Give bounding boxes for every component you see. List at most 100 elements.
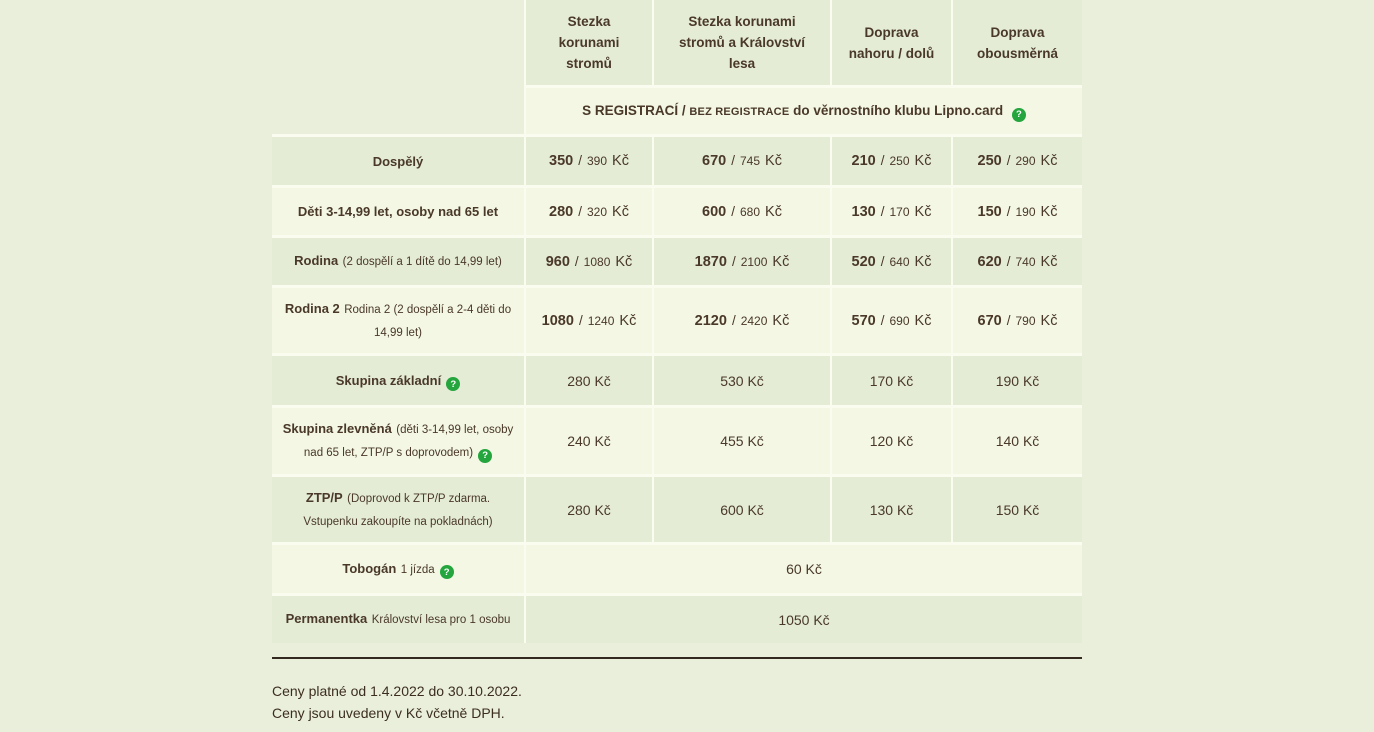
row-note: (2 dospělí a 1 dítě do 14,99 let) (342, 256, 502, 268)
price-without-registration: 1240 (587, 313, 615, 328)
currency-label: Kč (765, 203, 782, 220)
divider-line (272, 657, 1082, 659)
price-separator: / (1006, 203, 1011, 219)
column-header-transport-both-ways: Doprava obousměrná (953, 0, 1082, 85)
without-registration-label: BEZ REGISTRACE (689, 105, 790, 118)
price-with-registration: 620 (977, 253, 1002, 270)
currency-label: Kč (765, 153, 782, 169)
price-separator: / (1006, 312, 1011, 328)
price-cell: 190 Kč (953, 356, 1082, 405)
currency-label: Kč (1040, 203, 1058, 220)
price-without-registration: 640 (889, 254, 910, 269)
subheader-separator: / (681, 102, 686, 118)
price-cell: 670 / 745 Kč (654, 137, 830, 185)
row-note: (děti 3-14,99 let, osoby nad 65 let, ZTP… (303, 424, 514, 459)
row-title: Skupina zlevněná (282, 421, 392, 436)
column-header-transport-up-down: Doprava nahoru / dolů (832, 0, 951, 85)
price-value: 140 Kč (995, 433, 1040, 449)
price-without-registration: 250 (889, 154, 910, 168)
help-icon[interactable]: ? (446, 377, 461, 392)
row-label-children-seniors: Děti 3-14,99 let, osoby nad 65 let (272, 188, 524, 235)
price-without-registration: 190 (1015, 204, 1036, 219)
price-without-registration: 690 (889, 313, 910, 328)
price-with-registration: 350 (549, 153, 574, 169)
price-cell: 570 / 690 Kč (832, 288, 951, 353)
price-cell: 530 Kč (654, 356, 830, 405)
row-note: 1 jízda (400, 563, 435, 576)
help-icon[interactable]: ? (1011, 107, 1026, 122)
price-without-registration: 1080 (583, 254, 611, 269)
row-label-family: Rodina (2 dospělí a 1 dítě do 14,99 let) (272, 238, 524, 285)
price-without-registration: 2100 (740, 254, 768, 269)
help-icon[interactable]: ? (478, 448, 493, 463)
help-icon[interactable]: ? (439, 565, 454, 579)
merged-price-cell: 1050 Kč (526, 596, 1082, 643)
row-note: Království lesa pro 1 osobu (371, 614, 511, 626)
row-label-family-2: Rodina 2 Rodina 2 (2 dospělí a 2-4 děti … (272, 288, 524, 353)
price-cell: 280 Kč (526, 477, 652, 542)
price-with-registration: 600 (702, 203, 727, 220)
price-separator: / (1006, 253, 1011, 269)
price-separator: / (731, 312, 736, 328)
price-separator: / (880, 153, 885, 168)
column-header-treetop-walkway: Stezka korunami stromů (526, 0, 652, 85)
price-value: 120 Kč (869, 433, 914, 449)
price-value: 190 Kč (995, 372, 1040, 389)
price-value: 240 Kč (567, 433, 611, 449)
price-with-registration: 960 (545, 253, 570, 270)
loyalty-club-label: do věrnostního klubu Lipno.card (793, 102, 1004, 118)
price-separator: / (578, 203, 582, 219)
price-cell: 130 Kč (832, 477, 951, 542)
price-cell: 150 / 190 Kč (953, 188, 1082, 235)
price-separator: / (1006, 153, 1011, 168)
price-with-registration: 520 (851, 253, 876, 270)
price-without-registration: 740 (1015, 254, 1036, 269)
column-header-walkway-and-kingdom: Stezka korunami stromů a Království lesa (654, 0, 830, 85)
price-cell: 280 / 320 Kč (526, 188, 652, 235)
price-without-registration: 320 (587, 204, 608, 219)
price-cell: 150 Kč (953, 477, 1082, 542)
currency-label: Kč (615, 253, 633, 270)
price-separator: / (578, 312, 583, 328)
currency-label: Kč (914, 153, 932, 169)
price-with-registration: 250 (977, 153, 1002, 169)
header-spacer (272, 0, 524, 134)
currency-label: Kč (772, 312, 790, 329)
row-label-adult: Dospělý (272, 137, 524, 185)
row-title: Dospělý (372, 153, 424, 169)
price-cell: 140 Kč (953, 408, 1082, 474)
price-without-registration: 790 (1015, 313, 1036, 328)
row-title: Rodina (294, 253, 339, 268)
price-cell: 280 Kč (526, 356, 652, 405)
price-cell: 170 Kč (832, 356, 951, 405)
price-with-registration: 150 (977, 203, 1002, 220)
currency-label: Kč (612, 153, 629, 169)
price-value: 130 Kč (869, 501, 914, 518)
price-separator: / (731, 153, 735, 168)
price-separator: / (578, 153, 582, 168)
currency-label: Kč (914, 253, 932, 270)
with-registration-label: S REGISTRACÍ (582, 102, 679, 118)
row-title: Tobogán (342, 560, 397, 576)
row-label-group-basic: Skupina základní? (272, 356, 524, 405)
price-cell: 350 / 390 Kč (526, 137, 652, 185)
price-with-registration: 1870 (694, 253, 727, 270)
row-note: (Doprovod k ZTP/P zdarma. Vstupenku zako… (303, 492, 493, 528)
price-separator: / (731, 203, 735, 219)
footer: Ceny platné od 1.4.2022 do 30.10.2022. C… (272, 657, 1082, 724)
price-with-registration: 2120 (694, 312, 727, 329)
price-with-registration: 670 (977, 312, 1002, 329)
vat-note: Ceny jsou uvedeny v Kč včetně DPH. (272, 704, 505, 721)
row-title: Permanentka (285, 611, 368, 626)
price-without-registration: 170 (889, 204, 910, 219)
price-value: 170 Kč (869, 372, 914, 389)
price-separator: / (880, 203, 885, 219)
price-with-registration: 570 (851, 312, 876, 329)
row-note: Rodina 2 (2 dospělí a 2-4 děti do 14,99 … (344, 303, 512, 339)
currency-label: Kč (612, 203, 629, 220)
currency-label: Kč (619, 312, 637, 329)
price-without-registration: 745 (740, 154, 761, 168)
currency-label: Kč (914, 203, 932, 220)
currency-label: Kč (1040, 253, 1058, 270)
price-cell: 620 / 740 Kč (953, 238, 1082, 285)
